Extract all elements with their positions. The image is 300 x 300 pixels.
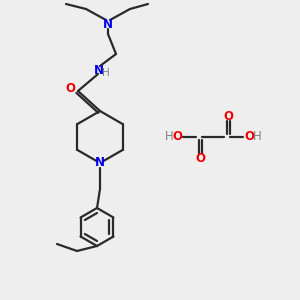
- Text: O: O: [223, 110, 233, 122]
- Text: O: O: [65, 82, 75, 95]
- Text: N: N: [95, 157, 105, 169]
- Text: O: O: [172, 130, 182, 143]
- Text: N: N: [94, 64, 104, 76]
- Text: N: N: [103, 17, 113, 31]
- Text: H: H: [253, 130, 261, 143]
- Text: H: H: [102, 68, 110, 78]
- Text: O: O: [244, 130, 254, 143]
- Text: O: O: [195, 152, 205, 164]
- Text: H: H: [165, 130, 173, 143]
